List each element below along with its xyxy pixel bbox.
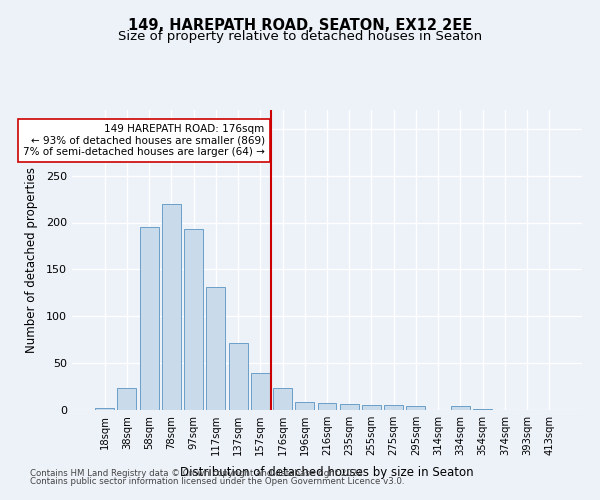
Bar [95,408,114,410]
Y-axis label: Number of detached properties: Number of detached properties [25,167,38,353]
Bar [184,229,203,410]
Text: 149 HAREPATH ROAD: 176sqm
← 93% of detached houses are smaller (869)
7% of semi-: 149 HAREPATH ROAD: 176sqm ← 93% of detac… [23,124,265,158]
Bar [229,344,248,410]
Bar [251,372,270,410]
Bar [273,388,292,410]
Text: Contains HM Land Registry data © Crown copyright and database right 2024.: Contains HM Land Registry data © Crown c… [30,468,365,477]
Text: 149, HAREPATH ROAD, SEATON, EX12 2EE: 149, HAREPATH ROAD, SEATON, EX12 2EE [128,18,472,32]
Bar [206,287,225,410]
Bar [362,406,381,410]
X-axis label: Distribution of detached houses by size in Seaton: Distribution of detached houses by size … [180,466,474,479]
Bar [340,404,359,410]
Bar [473,409,492,410]
Bar [384,406,403,410]
Bar [118,388,136,410]
Bar [162,204,181,410]
Bar [406,406,425,410]
Bar [140,227,158,410]
Text: Size of property relative to detached houses in Seaton: Size of property relative to detached ho… [118,30,482,43]
Bar [295,402,314,410]
Bar [317,402,337,410]
Bar [451,406,470,410]
Text: Contains public sector information licensed under the Open Government Licence v3: Contains public sector information licen… [30,477,404,486]
